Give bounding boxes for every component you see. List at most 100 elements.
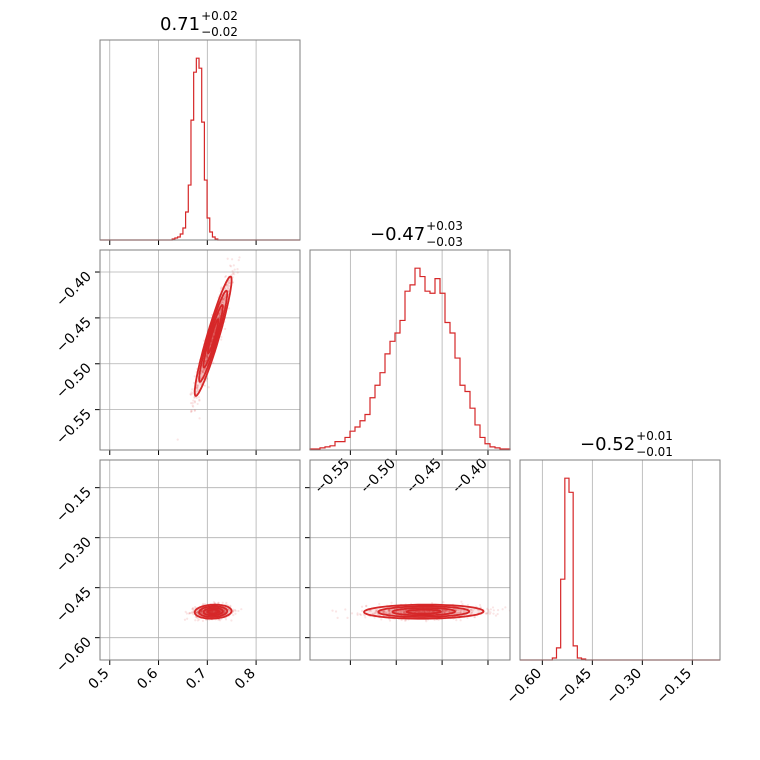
sample-point [227,284,231,288]
sample-point [427,610,430,613]
joint-p0-p2-xtick-label: 0.6 [134,665,161,692]
sample-point [459,611,462,614]
histogram-bin [440,293,445,450]
sample-point [210,610,213,613]
sample-point [191,608,194,611]
sample-point [184,610,187,614]
sample-point [382,609,385,613]
sample-point [206,357,209,360]
histogram-bin [375,385,380,450]
histogram-bin [420,277,425,450]
histogram-bin [425,291,430,450]
sample-point [223,610,226,613]
panel-content [176,242,241,441]
sample-point [193,401,196,404]
sample-point [205,355,208,358]
sample-point [226,287,230,290]
sample-point [211,610,215,613]
hist-p1-xtick-label: −0.40 [449,456,491,498]
hist-p2: −0.60 −0.45 −0.30 −0.15 −0.52 +0.01 −0.01 [504,429,721,708]
sample-point [227,281,231,284]
sample-point [225,285,228,288]
sample-point [457,608,460,611]
sample-point [470,611,474,614]
density-contour [206,318,220,355]
histogram-bin [183,228,186,240]
sample-point [238,242,240,244]
histogram-bin [569,492,573,660]
sample-point [225,283,228,286]
sample-point [205,355,208,358]
panel-frame [309,459,511,661]
sample-point [487,610,490,613]
sample-point [202,368,205,371]
histogram-bin [435,279,440,450]
histogram-bin [400,320,405,450]
sample-point [205,353,208,357]
sample-point [385,611,388,614]
sample-point [196,386,199,389]
sample-point [219,610,222,613]
joint-p0-p2-ytick-label: −0.30 [53,534,95,576]
sample-point [422,610,426,613]
sample-point [192,399,195,402]
sample-point [202,370,205,373]
sample-point [217,316,221,319]
sample-point [224,618,228,621]
sample-point [390,609,393,612]
sample-point [485,612,488,615]
sample-point [227,609,231,612]
joint-p0-p2-ytick-label: −0.45 [53,584,95,626]
sample-point [470,612,473,615]
sample-point [456,611,459,614]
histogram-bin [204,180,207,240]
sample-point [388,609,391,612]
sample-point [238,256,241,259]
density-fill [199,290,228,382]
sample-point [224,295,227,298]
sample-point [196,616,199,620]
sample-point [189,393,192,396]
density-contour [377,605,471,618]
sample-point [364,605,368,608]
sample-point [200,369,203,373]
sample-point [417,611,420,614]
sample-point [350,612,354,615]
sample-point [444,610,448,613]
sample-point [192,606,195,610]
histogram-bin [410,285,415,450]
sample-point [443,610,446,613]
histogram-bin [330,446,335,450]
hist-p2-xtick-label: −0.45 [554,666,596,708]
sample-point [196,619,199,622]
sample-point [443,609,446,612]
sample-point [193,396,196,399]
sample-point [446,609,449,612]
sample-point [478,604,482,607]
sample-point [188,612,192,615]
histogram-bin [390,341,395,450]
histogram-bin [573,646,577,660]
sample-point [486,612,489,615]
sample-point [431,610,435,613]
sample-point [359,613,362,617]
sample-point [443,609,447,613]
sample-point [423,610,426,614]
joint-p0-p2-xtick-label: 0.5 [86,666,113,693]
sample-point [428,610,431,613]
density-contour [363,603,485,620]
sample-point [494,614,498,617]
sample-point [233,268,236,271]
sample-point [375,610,378,613]
density-fill [207,319,219,354]
sample-point [212,610,215,613]
sample-point [402,610,405,613]
sample-point [403,619,407,622]
sample-point [459,609,462,612]
sample-point [374,610,377,613]
sample-point [382,610,385,613]
sample-point [176,438,179,441]
sample-point [196,389,200,392]
sample-point [207,386,210,389]
sample-point [423,610,426,613]
